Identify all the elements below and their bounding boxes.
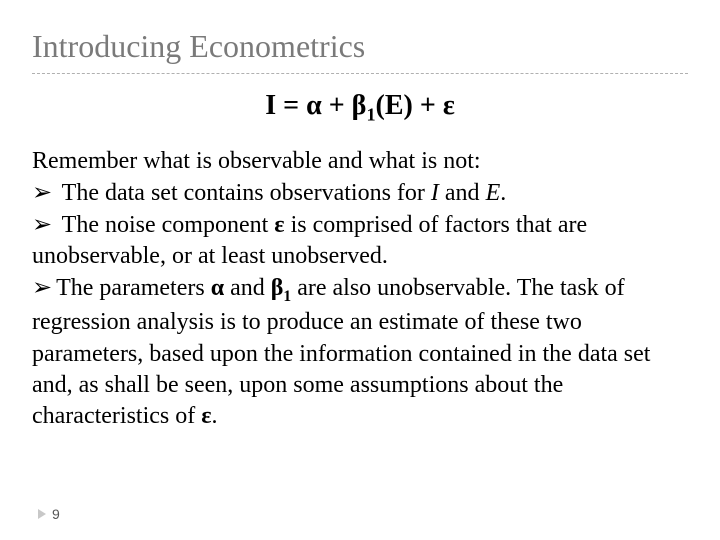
b1-var-E: E bbox=[486, 180, 501, 206]
eq-lhs: I bbox=[265, 90, 276, 121]
eq-eps: ε bbox=[443, 90, 455, 121]
slide-footer: 9 bbox=[38, 506, 60, 522]
b3-mid1: and bbox=[224, 275, 271, 301]
b3-eps: ε bbox=[201, 403, 211, 429]
eq-E: E bbox=[385, 90, 404, 121]
b1-mid: and bbox=[439, 180, 486, 206]
bullet-3: ➢The parameters α and β1 are also unobse… bbox=[32, 272, 688, 432]
slide-title: Introducing Econometrics bbox=[32, 28, 688, 65]
intro-line: Remember what is observable and what is … bbox=[32, 148, 481, 174]
b1-post: . bbox=[500, 180, 506, 206]
body-content: Remember what is observable and what is … bbox=[32, 146, 688, 433]
b1-var-I: I bbox=[431, 180, 439, 206]
bullet-1: ➢ The data set contains observations for… bbox=[32, 177, 688, 209]
eq-equals: = bbox=[276, 90, 306, 121]
title-divider bbox=[32, 73, 688, 74]
bullet-arrow-icon: ➢ bbox=[32, 211, 52, 238]
footer-arrow-icon bbox=[38, 509, 46, 519]
b3-beta-sym: β bbox=[271, 275, 284, 301]
page-number: 9 bbox=[52, 506, 60, 522]
b3-alpha: α bbox=[211, 275, 224, 301]
regression-equation: I = α + β1(E) + ε bbox=[32, 90, 688, 126]
b2-eps: ε bbox=[274, 212, 284, 238]
eq-paren-close: ) bbox=[404, 90, 413, 121]
b3-pre: The parameters bbox=[56, 275, 211, 301]
b3-beta: β1 bbox=[271, 275, 291, 301]
b1-pre: The data set contains observations for bbox=[56, 180, 431, 206]
bullet-2: ➢ The noise component ε is comprised of … bbox=[32, 209, 688, 272]
eq-beta-sub: 1 bbox=[366, 105, 375, 125]
eq-plus1: + bbox=[322, 90, 352, 121]
b3-post: . bbox=[212, 403, 218, 429]
b2-pre: The noise component bbox=[56, 212, 274, 238]
eq-beta: β bbox=[352, 90, 367, 121]
bullet-arrow-icon: ➢ bbox=[32, 274, 52, 301]
eq-paren-open: ( bbox=[376, 90, 385, 121]
bullet-arrow-icon: ➢ bbox=[32, 179, 52, 206]
eq-alpha: α bbox=[306, 90, 322, 121]
eq-plus2: + bbox=[413, 90, 443, 121]
